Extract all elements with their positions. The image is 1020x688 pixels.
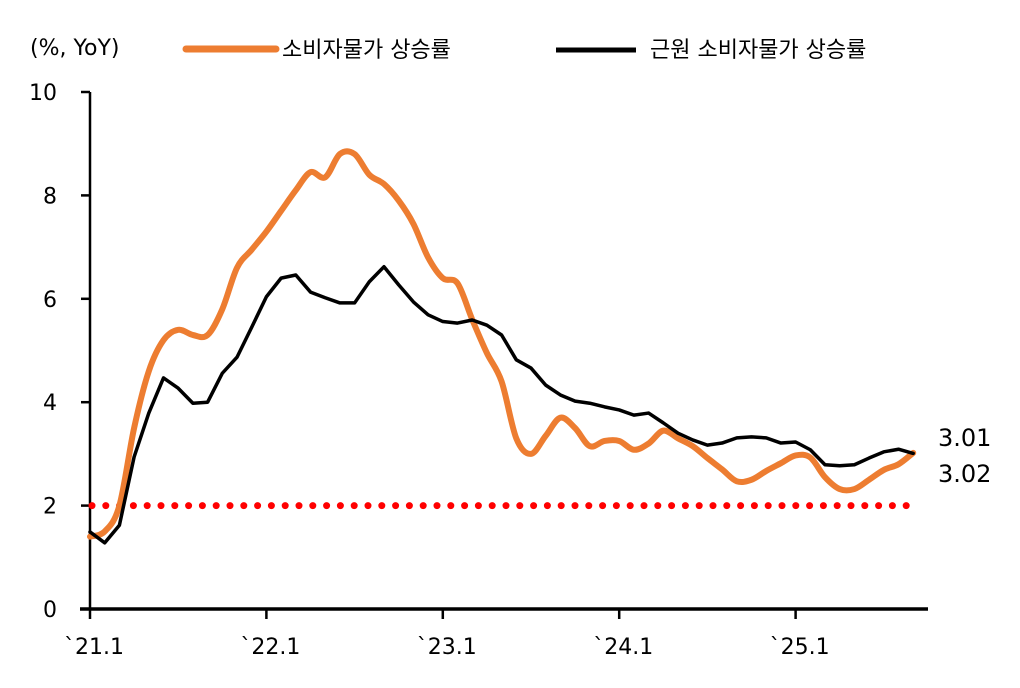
legend: 소비자물가 상승률 근원 소비자물가 상승률: [182, 38, 866, 63]
series-line-core: [88, 264, 915, 545]
series-line-cpi: [87, 148, 917, 540]
unit-label: (%, YoY): [30, 36, 119, 61]
y-axis-ticks: 0 2 4 6 8 10: [29, 81, 90, 623]
y-tick-label: 2: [43, 495, 57, 520]
end-label-cpi: 3.02: [938, 460, 991, 488]
series-lines: [87, 148, 917, 545]
x-tick-label: `25.1: [770, 635, 830, 660]
y-tick-label: 6: [43, 288, 57, 313]
legend-label-cpi: 소비자물가 상승률: [282, 38, 451, 63]
end-label-core: 3.01: [938, 424, 991, 452]
y-tick-label: 10: [29, 81, 57, 106]
y-tick-label: 4: [43, 391, 57, 416]
x-tick-label: `23.1: [417, 635, 477, 660]
x-tick-label: `24.1: [593, 635, 653, 660]
legend-label-core: 근원 소비자물가 상승률: [650, 38, 866, 63]
axes: [80, 92, 928, 611]
y-tick-label: 0: [43, 598, 57, 623]
y-tick-label: 8: [43, 184, 57, 209]
x-axis-ticks: `21.1 `22.1 `23.1 `24.1 `25.1: [64, 609, 830, 660]
x-tick-label: `21.1: [64, 635, 124, 660]
x-tick-label: `22.1: [240, 635, 300, 660]
